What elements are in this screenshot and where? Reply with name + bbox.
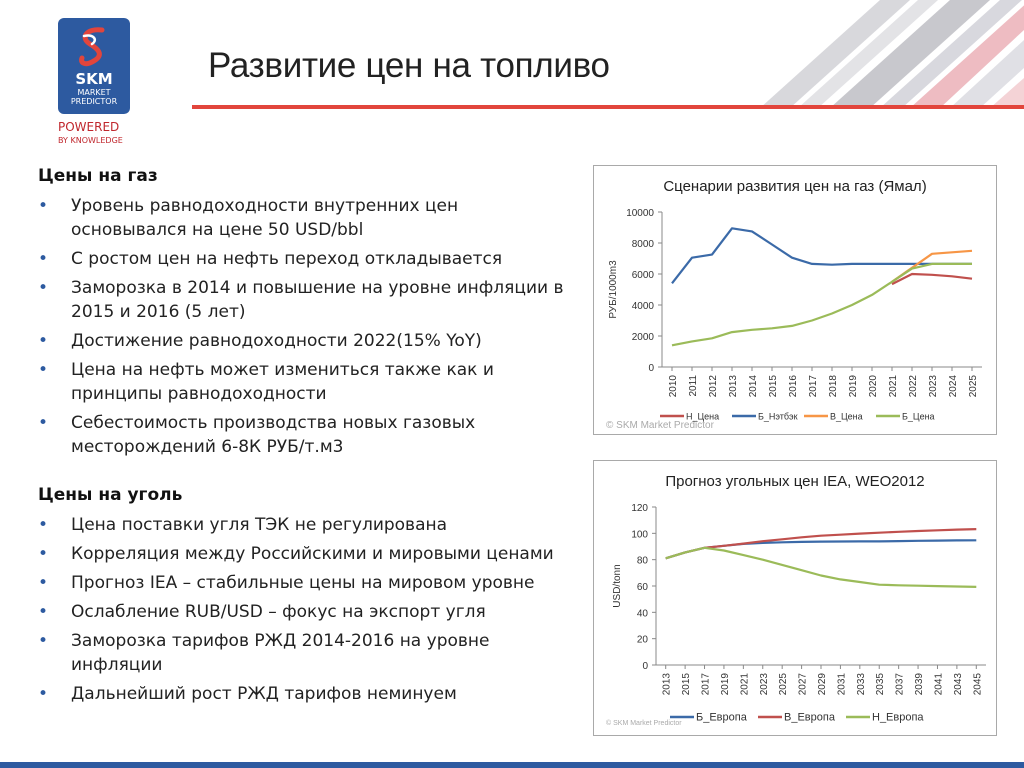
coal-bullet-list: Цена поставки угля ТЭК не регулирована К… (38, 513, 573, 711)
legend-label: Н_Европа (872, 712, 924, 724)
gas-chart-panel: Сценарии развития цен на газ (Ямал) 0 200… (593, 165, 997, 435)
gas-bullet: Уровень равнодоходности внутренних цен о… (38, 194, 573, 242)
chart-watermark: © SKM Market Predictor (606, 719, 682, 727)
y-tick-label: 120 (631, 503, 648, 514)
coal-bullet: Ослабление RUB/USD – фокус на экспорт уг… (38, 600, 573, 624)
skm-logo: SKM MARKET PREDICTOR (58, 18, 130, 114)
x-tick-label: 2013 (728, 375, 739, 398)
x-tick-label: 2037 (895, 673, 906, 696)
x-tick-label: 2022 (908, 375, 919, 398)
y-tick-label: 100 (631, 529, 648, 540)
coal-chart-panel: Прогноз угольных цен IEA, WEO2012 0 20 40 6… (593, 460, 997, 736)
x-tick-label: 2021 (888, 375, 899, 398)
x-tick-label: 2031 (836, 673, 847, 696)
legend-label: Б_Европа (696, 712, 748, 724)
x-tick-label: 2017 (701, 673, 712, 696)
gas-bullet: С ростом цен на нефть переход откладывае… (38, 247, 573, 271)
y-tick-label: 60 (637, 582, 649, 593)
legend-label: Б_Цена (902, 412, 935, 422)
x-tick-label: 2015 (681, 673, 692, 696)
y-tick-label: 40 (637, 608, 649, 619)
x-tick-label: 2024 (948, 375, 959, 398)
x-tick-label: 2025 (968, 375, 979, 398)
x-tick-label: 2045 (972, 673, 983, 696)
x-tick-label: 2013 (662, 673, 673, 696)
gas-chart-title: Сценарии развития цен на газ (Ямал) (663, 178, 927, 195)
series-line (671, 227, 972, 284)
x-tick-label: 2023 (928, 375, 939, 398)
x-tick-label: 2017 (808, 375, 819, 398)
x-tick-label: 2039 (914, 673, 925, 696)
decorative-stripes (640, 0, 1024, 108)
x-tick-label: 2016 (788, 375, 799, 398)
gas-bullet: Заморозка в 2014 и повышение на уровне и… (38, 276, 573, 324)
gas-heading: Цены на газ (38, 166, 158, 186)
x-tick-label: 2011 (688, 375, 699, 397)
logo-by-knowledge: BY KNOWLEDGE (58, 136, 123, 145)
y-tick-label: 20 (637, 635, 649, 646)
y-axis-label: РУБ/1000m3 (608, 260, 619, 319)
coal-bullet: Заморозка тарифов РЖД 2014-2016 на уровн… (38, 629, 573, 677)
coal-bullet: Дальнейший рост РЖД тарифов неминуем (38, 682, 573, 706)
x-tick-label: 2019 (848, 375, 859, 398)
logo-powered: POWERED (58, 120, 120, 134)
y-tick-label: 4000 (632, 301, 655, 312)
y-tick-label: 80 (637, 556, 649, 567)
x-tick-label: 2035 (875, 673, 886, 696)
x-tick-label: 2025 (778, 673, 789, 696)
x-tick-label: 2029 (817, 673, 828, 696)
coal-chart: 0 20 40 60 80 100 120 2013 2015 2017 2019 2021 2023 2… (606, 503, 986, 727)
x-tick-label: 2019 (720, 673, 731, 696)
series-line (665, 546, 977, 588)
x-tick-label: 2014 (748, 375, 759, 398)
legend-label: Б_Нэтбэк (758, 412, 798, 422)
y-tick-label: 6000 (632, 270, 655, 281)
legend-label: В_Цена (830, 412, 863, 422)
x-tick-label: 2015 (768, 375, 779, 398)
coal-bullet: Корреляция между Российскими и мировыми … (38, 542, 573, 566)
x-tick-label: 2018 (828, 375, 839, 398)
x-tick-label: 2020 (868, 375, 879, 398)
bottom-bar (0, 762, 1024, 768)
y-tick-label: 2000 (632, 332, 655, 343)
x-tick-label: 2027 (798, 673, 809, 696)
logo-subtitle: MARKET PREDICTOR (70, 88, 118, 106)
series-line (665, 528, 977, 560)
gas-bullet: Себестоимость производства новых газовых… (38, 411, 573, 459)
x-tick-label: 2010 (668, 375, 679, 398)
y-tick-label: 0 (648, 363, 654, 374)
gas-bullet: Достижение равнодоходности 2022(15% YoY) (38, 329, 573, 353)
y-tick-label: 10000 (626, 208, 654, 219)
series-line (671, 262, 972, 347)
logo-wordmark: SKM (75, 70, 113, 88)
title-underline (192, 105, 1024, 109)
legend-label: Н_Цена (686, 412, 719, 422)
coal-heading: Цены на уголь (38, 485, 183, 505)
y-tick-label: 0 (642, 661, 648, 672)
x-tick-label: 2023 (759, 673, 770, 696)
gas-bullet-list: Уровень равнодоходности внутренних цен о… (38, 194, 573, 464)
skm-swirl-icon (79, 27, 105, 67)
chart-watermark: © SKM Market Predictor (606, 420, 715, 431)
series-line (891, 272, 973, 286)
x-tick-label: 2043 (953, 673, 964, 696)
coal-bullet: Прогноз IEA – стабильные цены на мировом… (38, 571, 573, 595)
x-tick-label: 2033 (856, 673, 867, 696)
coal-bullet: Цена поставки угля ТЭК не регулирована (38, 513, 573, 537)
x-tick-label: 2041 (933, 673, 944, 696)
page-title: Развитие цен на топливо (208, 46, 610, 85)
x-tick-label: 2012 (708, 375, 719, 398)
coal-chart-title: Прогноз угольных цен IEA, WEO2012 (665, 473, 925, 490)
gas-chart: 0 2000 4000 6000 8000 10000 2010 2011 2012 2013 20… (606, 208, 982, 431)
legend-label: В_Европа (784, 712, 836, 724)
y-axis-label: USD/tonn (612, 564, 623, 607)
x-tick-label: 2021 (739, 673, 750, 696)
y-tick-label: 8000 (632, 239, 655, 250)
gas-bullet: Цена на нефть может измениться также как… (38, 358, 573, 406)
